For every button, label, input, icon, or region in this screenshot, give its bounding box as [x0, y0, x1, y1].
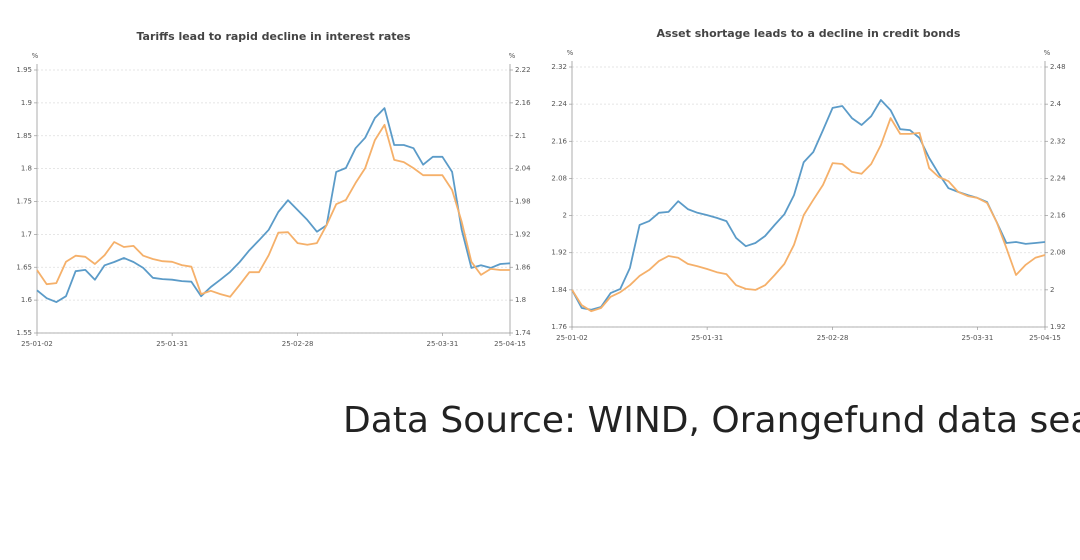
- x-tick-label: 25-01-02: [556, 334, 588, 342]
- y-axis-unit: %: [567, 49, 574, 57]
- y-tick-label: 2.24: [551, 100, 567, 108]
- line-series: [36, 123, 510, 298]
- y-tick-label: 1.84: [551, 286, 567, 294]
- y-axis-unit: %: [32, 52, 39, 60]
- x-tick-label: 25-02-28: [817, 334, 849, 342]
- y2-tick-label: 1.92: [1050, 323, 1066, 331]
- line-series: [571, 99, 1046, 311]
- y-tick-label: 2.08: [551, 174, 567, 182]
- y-tick-label: 1.9: [21, 99, 32, 107]
- charts: Tariffs lead to rapid decline in interes…: [16, 27, 1066, 348]
- y-tick-label: 2.32: [551, 63, 567, 71]
- y2-tick-label: 2.16: [515, 99, 531, 107]
- y2-tick-label: 1.86: [515, 263, 531, 271]
- chart-title: Asset shortage leads to a decline in cre…: [657, 27, 961, 40]
- y2-tick-label: 1.8: [515, 296, 526, 304]
- y2-tick-label: 2.32: [1050, 137, 1066, 145]
- x-tick-label: 25-04-15: [494, 340, 526, 348]
- y-tick-label: 1.85: [16, 132, 32, 140]
- y-tick-label: 1.6: [21, 296, 33, 304]
- y2-tick-label: 2.08: [1050, 249, 1066, 257]
- y2-tick-label: 2.1: [515, 132, 526, 140]
- y2-tick-label: 2.16: [1050, 212, 1066, 220]
- y2-tick-label: 2: [1050, 286, 1054, 294]
- y-tick-label: 2: [563, 212, 567, 220]
- y2-tick-label: 1.92: [515, 230, 531, 238]
- y-tick-label: 1.92: [551, 249, 567, 257]
- x-tick-label: 25-02-28: [282, 340, 314, 348]
- x-tick-label: 25-03-31: [427, 340, 459, 348]
- y2-tick-label: 2.48: [1050, 63, 1066, 71]
- x-tick-label: 25-01-31: [156, 340, 188, 348]
- chart-title: Tariffs lead to rapid decline in interes…: [136, 30, 411, 43]
- y-tick-label: 1.76: [551, 323, 567, 331]
- y-tick-label: 1.95: [16, 66, 32, 74]
- y2-tick-label: 2.22: [515, 66, 531, 74]
- y-tick-label: 1.7: [21, 230, 32, 238]
- y2-tick-label: 1.74: [515, 329, 531, 337]
- line-series: [36, 107, 511, 303]
- y-tick-label: 1.55: [16, 329, 32, 337]
- y-tick-label: 1.65: [16, 263, 32, 271]
- x-tick-label: 25-03-31: [962, 334, 994, 342]
- y-tick-label: 2.16: [551, 137, 567, 145]
- x-tick-label: 25-01-31: [691, 334, 723, 342]
- data-source: Data Source: WIND, Orangefund data sea: [343, 400, 1080, 441]
- y2-tick-label: 1.98: [515, 198, 531, 206]
- line-series: [571, 117, 1046, 313]
- y2-axis-unit: %: [1044, 49, 1051, 57]
- y2-tick-label: 2.24: [1050, 174, 1066, 182]
- x-tick-label: 25-04-15: [1029, 334, 1061, 342]
- y2-tick-label: 2.4: [1050, 100, 1062, 108]
- y-tick-label: 1.75: [16, 198, 32, 206]
- y-tick-label: 1.8: [21, 165, 32, 173]
- y2-tick-label: 2.04: [515, 165, 531, 173]
- y2-axis-unit: %: [509, 52, 516, 60]
- x-tick-label: 25-01-02: [21, 340, 53, 348]
